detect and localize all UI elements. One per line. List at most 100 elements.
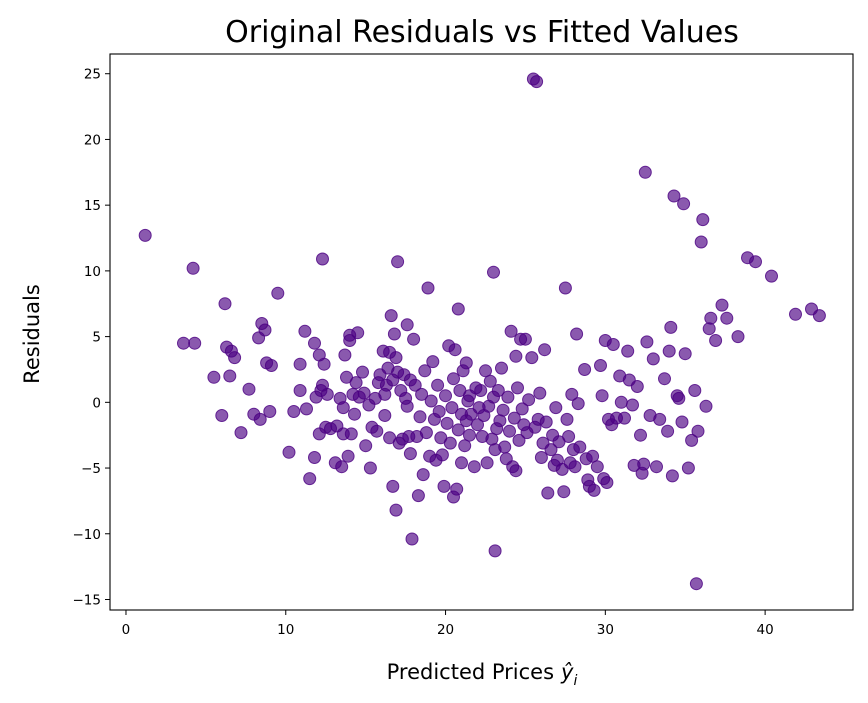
- data-point: [681, 461, 695, 475]
- x-axis: 0 10 20 30 40: [122, 610, 774, 638]
- data-point: [263, 405, 277, 418]
- data-point: [704, 311, 718, 325]
- data-point: [471, 418, 484, 432]
- x-tick-label: 10: [277, 622, 294, 638]
- data-point: [715, 298, 729, 312]
- data-point: [341, 449, 355, 463]
- data-point: [515, 402, 529, 416]
- data-point: [455, 456, 468, 470]
- data-point: [293, 384, 307, 397]
- data-point: [308, 336, 321, 350]
- x-axis-label-yhat: ŷ: [560, 660, 574, 684]
- data-point: [812, 309, 826, 323]
- data-points: [138, 72, 826, 591]
- data-point: [630, 380, 644, 393]
- plot-frame: [109, 53, 854, 611]
- y-tick-label: −10: [73, 527, 102, 543]
- data-point: [534, 451, 548, 464]
- data-point: [509, 349, 523, 363]
- data-point: [699, 399, 713, 413]
- data-point: [638, 165, 652, 179]
- data-point: [474, 384, 488, 397]
- data-point: [691, 424, 705, 438]
- data-point: [421, 281, 435, 295]
- y-tick-label: 5: [92, 330, 101, 346]
- data-point: [363, 461, 377, 475]
- data-point: [600, 476, 614, 489]
- y-axis: −15 −10 −5 0 5 10 15 20 25: [73, 67, 110, 608]
- data-point: [646, 352, 660, 366]
- data-point: [504, 324, 518, 338]
- data-point: [614, 395, 628, 409]
- data-point: [432, 405, 446, 418]
- data-point: [480, 456, 494, 470]
- data-point: [418, 364, 432, 378]
- data-point: [384, 309, 398, 323]
- data-point: [411, 489, 425, 503]
- data-point: [177, 336, 190, 350]
- y-tick-label: 10: [84, 264, 101, 280]
- data-point: [595, 389, 609, 403]
- data-point: [672, 391, 686, 405]
- data-point: [344, 427, 358, 441]
- data-point: [626, 398, 639, 412]
- data-point: [389, 503, 403, 517]
- data-point: [664, 320, 678, 334]
- data-point: [667, 189, 681, 203]
- data-point: [419, 426, 433, 440]
- data-point: [416, 468, 430, 482]
- data-point: [459, 356, 473, 370]
- data-point: [424, 394, 438, 408]
- data-point: [678, 347, 692, 361]
- data-point: [463, 428, 476, 442]
- data-point: [349, 376, 363, 390]
- data-point: [188, 336, 202, 350]
- data-point: [451, 302, 465, 316]
- data-point: [400, 399, 414, 413]
- data-point: [287, 405, 301, 418]
- x-axis-label-text: Predicted Prices: [387, 660, 554, 684]
- data-point: [282, 445, 296, 459]
- data-point: [765, 269, 778, 283]
- data-point: [658, 372, 671, 386]
- data-point: [662, 344, 676, 358]
- data-point: [665, 469, 679, 483]
- data-point: [650, 460, 663, 474]
- data-point: [640, 335, 654, 349]
- data-point: [685, 433, 699, 447]
- x-tick-label: 0: [122, 622, 131, 638]
- data-point: [215, 409, 229, 422]
- data-point: [391, 255, 405, 269]
- data-point: [731, 330, 745, 344]
- data-point: [223, 369, 237, 383]
- data-point: [316, 252, 329, 266]
- data-point: [590, 460, 604, 474]
- data-point: [562, 430, 576, 443]
- data-point: [408, 378, 422, 392]
- x-tick-label: 40: [757, 622, 774, 638]
- data-point: [359, 439, 373, 453]
- data-point: [661, 424, 675, 438]
- data-point: [578, 363, 592, 376]
- x-axis-label: Predicted Prices ŷi: [387, 660, 578, 689]
- data-point: [242, 382, 256, 396]
- data-point: [271, 286, 285, 300]
- data-point: [688, 384, 702, 397]
- chart-title: Original Residuals vs Fitted Values: [225, 15, 739, 50]
- data-point: [558, 281, 572, 295]
- data-point: [308, 451, 321, 464]
- data-point: [405, 532, 419, 546]
- data-point: [447, 372, 460, 386]
- data-point: [138, 228, 152, 242]
- data-point: [522, 393, 536, 407]
- x-axis-label-subscript: i: [573, 673, 577, 689]
- data-point: [539, 415, 553, 429]
- data-point: [415, 387, 429, 401]
- data-point: [298, 324, 312, 338]
- data-point: [618, 411, 631, 425]
- data-point: [413, 410, 427, 424]
- data-point: [483, 374, 497, 388]
- data-point: [606, 338, 620, 351]
- data-point: [348, 407, 361, 421]
